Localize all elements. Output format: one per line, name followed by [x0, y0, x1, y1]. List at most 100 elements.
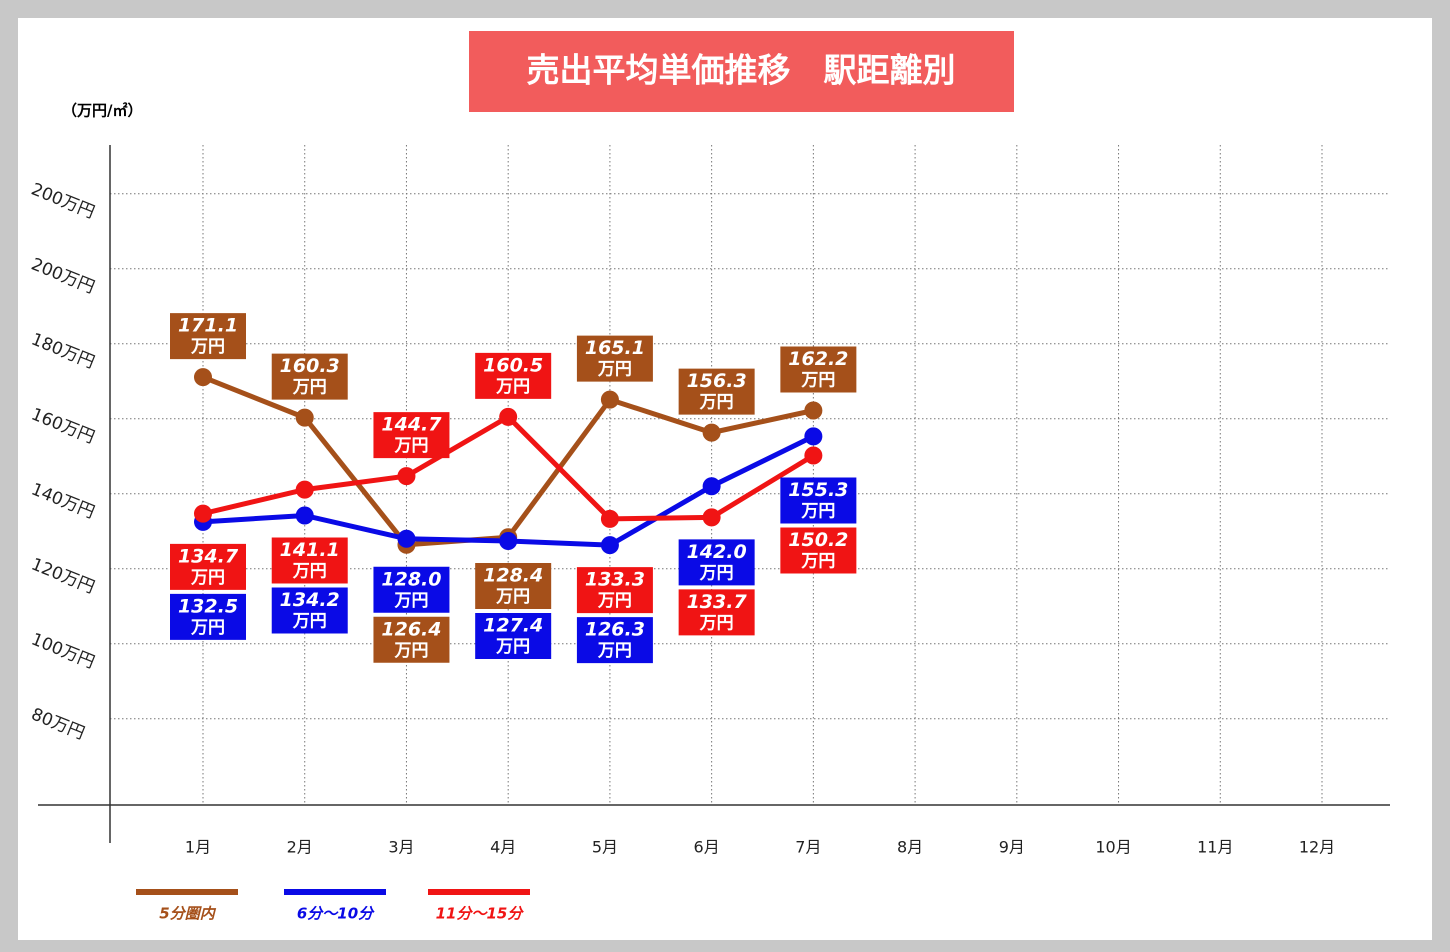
- data-label-unit: 万円: [190, 337, 225, 357]
- x-tick-label: 5月: [592, 838, 618, 857]
- data-label: 128.4万円: [475, 563, 552, 609]
- data-label-value: 134.7: [178, 545, 239, 567]
- x-tick-label: 3月: [388, 838, 414, 857]
- data-label-box: [780, 477, 857, 524]
- legend-label: 5分圏内: [159, 905, 216, 923]
- data-label: 134.2万円: [271, 587, 348, 634]
- data-label: 127.4万円: [475, 613, 552, 659]
- x-tick-label: 12月: [1299, 838, 1335, 857]
- data-label-value: 128.0: [381, 568, 441, 590]
- data-label-unit: 万円: [495, 587, 530, 607]
- x-tick-label: 9月: [999, 838, 1025, 857]
- data-label: 144.7万円: [373, 412, 450, 459]
- data-label-value: 126.4: [381, 618, 441, 640]
- data-label: 142.0万円: [678, 539, 755, 586]
- data-label-unit: 万円: [495, 377, 530, 397]
- x-tick-label: 7月: [795, 838, 821, 857]
- data-label-value: 156.3: [687, 370, 747, 392]
- data-label-value: 132.5: [178, 595, 238, 617]
- x-tick-label: 2月: [287, 838, 313, 857]
- data-label: 141.1万円: [271, 537, 348, 584]
- data-label: 133.3万円: [576, 567, 653, 614]
- data-label-box: [170, 313, 246, 360]
- data-label-unit: 万円: [699, 563, 734, 583]
- data-point: [600, 509, 619, 528]
- data-point: [804, 401, 823, 420]
- data-label-value: 133.3: [585, 569, 645, 591]
- data-label-unit: 万円: [190, 568, 225, 588]
- data-point: [499, 407, 518, 426]
- data-label-value: 144.7: [381, 414, 442, 436]
- data-label: 162.2万円: [780, 346, 857, 393]
- data-point: [702, 508, 721, 527]
- data-point: [600, 536, 619, 555]
- title-box: [469, 31, 1014, 112]
- data-label-unit: 万円: [393, 641, 428, 661]
- data-label-box: [678, 539, 755, 586]
- data-label-box: [271, 587, 348, 634]
- legend-label: 11分～15分: [436, 905, 525, 923]
- data-label-unit: 万円: [699, 613, 734, 633]
- data-label-value: 141.1: [280, 539, 340, 561]
- x-tick-label: 10月: [1095, 838, 1131, 857]
- data-label-unit: 万円: [393, 436, 428, 456]
- data-point: [804, 427, 823, 446]
- data-label-unit: 万円: [292, 562, 327, 582]
- x-tick-label: 6月: [694, 838, 720, 857]
- data-label: 171.1万円: [170, 313, 246, 360]
- data-label-unit: 万円: [393, 591, 428, 611]
- data-label-value: 155.3: [788, 479, 848, 501]
- x-tick-label: 8月: [897, 838, 923, 857]
- legend-label: 6分～10分: [297, 905, 375, 923]
- data-label-unit: 万円: [800, 371, 835, 391]
- data-label: 132.5万円: [170, 593, 246, 640]
- data-label-value: 127.4: [483, 615, 543, 637]
- data-label: 160.3万円: [271, 353, 348, 400]
- data-label-unit: 万円: [597, 591, 632, 611]
- data-label: 134.7万円: [170, 543, 246, 590]
- x-tick-label: 11月: [1197, 838, 1233, 857]
- data-label-value: 142.0: [687, 541, 747, 563]
- data-label: 165.1万円: [576, 335, 653, 382]
- data-label-box: [576, 617, 653, 664]
- data-point: [397, 467, 416, 486]
- data-label-box: [271, 353, 348, 400]
- data-point: [194, 504, 212, 523]
- data-label-value: 128.4: [483, 565, 543, 587]
- data-label-box: [271, 537, 348, 584]
- y-axis-label: （万円/㎡）: [62, 102, 142, 120]
- data-label-value: 134.2: [280, 589, 340, 611]
- data-label: 156.3万円: [678, 368, 755, 415]
- data-label: 155.3万円: [780, 477, 857, 524]
- data-label-box: [373, 566, 450, 613]
- data-point: [295, 480, 314, 499]
- data-label-unit: 万円: [597, 641, 632, 661]
- data-label: 160.5万円: [475, 352, 552, 399]
- data-label-box: [678, 368, 755, 415]
- data-label-box: [170, 543, 246, 590]
- data-label-unit: 万円: [495, 637, 530, 657]
- data-label-value: 150.2: [788, 529, 848, 551]
- data-point: [499, 532, 518, 550]
- data-label-box: [780, 527, 857, 574]
- data-point: [600, 390, 619, 409]
- data-label-box: [475, 563, 552, 609]
- data-point: [397, 529, 416, 548]
- data-label-box: [475, 613, 552, 659]
- data-label-box: [170, 593, 246, 640]
- data-label-box: [576, 335, 653, 382]
- x-tick-label: 4月: [490, 838, 516, 857]
- data-label-box: [780, 346, 857, 393]
- data-label: 126.3万円: [576, 617, 653, 664]
- data-label-value: 160.3: [280, 355, 340, 377]
- data-label-box: [373, 412, 450, 459]
- data-label-value: 162.2: [788, 348, 848, 370]
- data-label-value: 171.1: [178, 315, 238, 337]
- data-label-box: [475, 352, 552, 399]
- data-point: [194, 368, 212, 387]
- x-tick-label: 1月: [185, 838, 211, 857]
- data-label-value: 126.3: [585, 619, 645, 641]
- data-label: 126.4万円: [373, 616, 450, 663]
- data-label-value: 160.5: [483, 354, 543, 376]
